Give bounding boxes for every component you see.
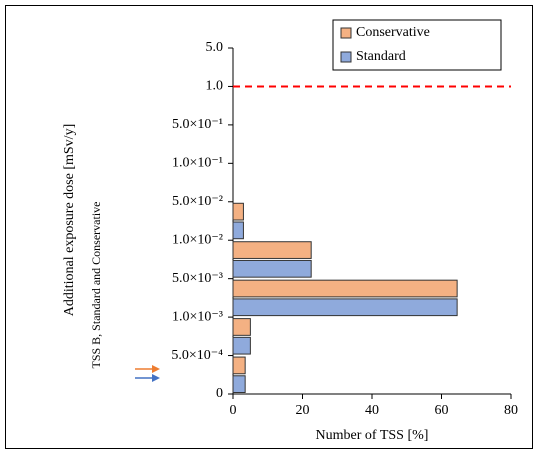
legend-swatch bbox=[340, 27, 352, 39]
x-tick-label: 80 bbox=[504, 403, 518, 418]
bar bbox=[232, 318, 251, 336]
y-axis-label: Additional exposure dose [mSv/y] bbox=[62, 124, 77, 316]
x-tick-label: 0 bbox=[230, 403, 237, 418]
legend-label: Standard bbox=[356, 49, 406, 64]
bar bbox=[232, 336, 251, 355]
bar bbox=[232, 375, 246, 393]
x-tick-label: 20 bbox=[296, 403, 310, 418]
legend-box bbox=[332, 19, 502, 71]
bar bbox=[232, 202, 244, 221]
x-axis-label: Number of TSS [%] bbox=[316, 428, 429, 443]
chart-border bbox=[5, 5, 533, 449]
legend-swatch bbox=[340, 51, 352, 63]
legend-label: Conservative bbox=[356, 25, 430, 40]
y-tick-label: 1.0 bbox=[206, 79, 224, 94]
bar bbox=[232, 356, 246, 375]
y-tick-label: 5.0×10⁻³ bbox=[172, 271, 223, 286]
y-tick-label: 1.0×10⁻³ bbox=[172, 309, 223, 324]
y-tick-label: 1.0×10⁻² bbox=[172, 232, 223, 247]
y-tick-label: 5.0×10⁻² bbox=[172, 194, 223, 209]
y-tick-label: 5.0 bbox=[206, 40, 224, 55]
x-tick-label: 60 bbox=[435, 403, 449, 418]
bar bbox=[232, 259, 312, 278]
y-tick-label: 5.0×10⁻¹ bbox=[172, 117, 223, 132]
x-tick-label: 40 bbox=[365, 403, 379, 418]
bar bbox=[232, 279, 458, 298]
y-tick-label: 5.0×10⁻⁴ bbox=[171, 348, 223, 363]
annotation-arrows bbox=[135, 365, 160, 382]
bar bbox=[232, 221, 244, 240]
y-tick-label: 0 bbox=[216, 386, 223, 401]
bar bbox=[232, 241, 312, 259]
bar bbox=[232, 298, 458, 317]
y-tick-label: 1.0×10⁻¹ bbox=[172, 156, 223, 171]
annotation: TSS B, Standard and Conservative bbox=[89, 202, 103, 369]
